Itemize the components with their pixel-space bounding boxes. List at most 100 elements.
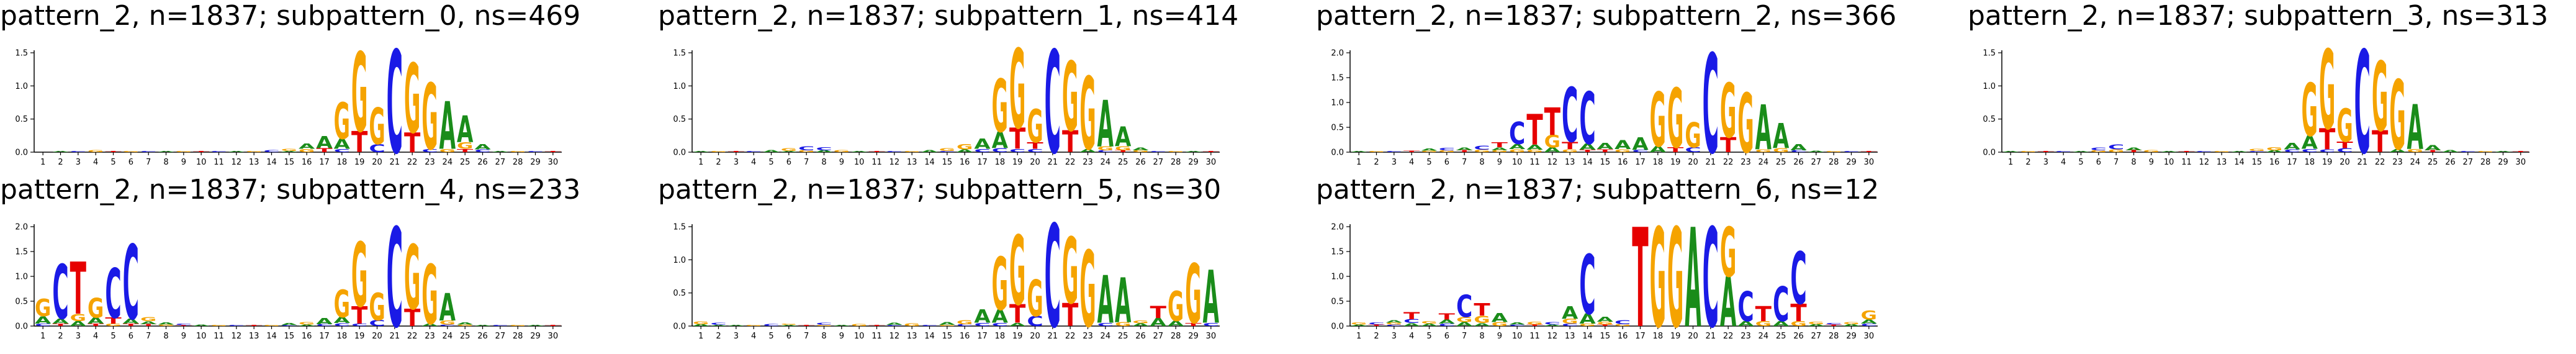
logo-letter-A: A [2302,132,2318,153]
logo-letter-C: C [1386,151,1402,153]
x-tick-label: 15 [2252,158,2263,167]
y-tick-label: 0.5 [1331,297,1344,307]
logo-letter-G: G [404,44,420,155]
logo-letter-T: T [140,324,156,327]
x-tick-label: 14 [1582,332,1593,341]
logo-letter-G: G [904,323,920,327]
x-tick-label: 11 [871,158,882,167]
logo-letter-A: A [158,322,174,325]
x-tick-label: 13 [1565,332,1575,341]
x-tick-label: 27 [1153,332,1164,341]
logo-letter-G: G [2302,68,2318,153]
logo-letter-A: A [457,109,473,151]
x-tick-label: 10 [854,332,865,341]
x-tick-label: 20 [372,158,382,167]
y-tick-label: 0.5 [15,297,28,307]
x-tick-label: 8 [821,158,826,167]
logo-letter-A: A [2002,150,2019,152]
logo-letter-C: C [1579,238,1595,334]
logo-letter-T: T [1720,134,1736,157]
logo-letter-G: G [1861,308,1877,322]
x-tick-label: 17 [1635,332,1646,341]
x-tick-label: 30 [2516,158,2526,167]
logo-letter-G: G [510,150,526,152]
logo-letter-C: C [70,150,86,152]
x-tick-label: 26 [2445,158,2456,167]
logo-letter-A: A [123,317,139,325]
logo-letter-G: G [2266,146,2282,152]
x-tick-label: 9 [839,158,844,167]
y-tick-label: 1.5 [1331,74,1344,83]
x-tick-label: 5 [2078,158,2083,167]
logo-letter-A: A [781,324,797,326]
logo-letter-A: A [1579,311,1595,327]
x-tick-label: 23 [1741,158,1751,167]
y-tick-label: 1.5 [15,248,28,257]
x-tick-label: 16 [2269,158,2280,167]
logo-letter-A: A [2495,150,2511,152]
logo-letter-A: A [1132,147,1148,151]
x-tick-label: 5 [1426,332,1431,341]
logo-letter-A: A [2073,150,2089,152]
x-tick-label: 4 [751,158,756,167]
x-tick-label: 30 [1206,332,1217,341]
logo-letter-C: C [992,147,1008,153]
logo-letter-G: G [1421,320,1437,324]
logo-letter-G: G [334,283,350,326]
x-tick-label: 11 [214,158,224,167]
x-tick-label: 14 [266,332,277,341]
logo-letter-G: G [1492,321,1508,327]
x-tick-label: 30 [1864,332,1875,341]
logo-letter-A: A [974,306,990,327]
logo-letter-C: C [387,208,403,345]
logo-letter-T: T [728,150,744,152]
logo-letter-C: C [369,319,385,328]
logo-letter-G: G [2143,150,2159,153]
y-tick-label: 0.5 [673,115,686,124]
logo-letter-G: G [816,324,832,326]
logo-letter-G: G [710,150,726,152]
x-tick-label: 4 [2061,158,2066,167]
x-tick-label: 29 [2498,158,2508,167]
x-tick-label: 21 [1048,332,1058,341]
logo-letter-A: A [474,325,490,327]
x-tick-label: 11 [214,332,224,341]
x-tick-label: 22 [1065,332,1076,341]
logo-letter-C: C [2249,150,2265,152]
x-tick-label: 26 [1793,158,1804,167]
logo-letter-C: C [351,323,367,327]
x-tick-label: 16 [960,332,970,341]
logo-letter-G: G [439,148,456,153]
y-tick-label: 1.0 [673,82,686,91]
x-tick-label: 29 [1846,332,1857,341]
logo-letter-T: T [1027,140,1043,151]
logo-letter-A: A [1526,143,1542,152]
logo-letter-A: A [781,150,797,152]
logo-letter-C: C [816,322,832,325]
x-tick-label: 17 [977,332,988,341]
logo-letter-C: C [1562,73,1578,160]
logo-letter-A: A [334,315,350,325]
y-tick-label: 1.5 [1983,49,1996,58]
x-tick-label: 10 [1512,332,1523,341]
logo-letter-A: A [1544,146,1560,154]
logo-letter-G: G [1790,320,1806,328]
logo-letter-C: C [334,148,350,153]
y-tick-label: 0.5 [1983,115,1996,124]
logo-letter-G: G [299,148,315,153]
logo-letter-T: T [1526,324,1542,327]
logo-letter-A: A [1403,322,1420,327]
logo-letter-A: A [693,324,709,327]
logo-letter-G: G [510,325,526,327]
x-tick-label: 4 [751,332,756,341]
logo-panel: pattern_2, n=1837; subpattern_4, ns=233 0… [0,174,621,345]
x-tick-label: 9 [839,332,844,341]
logo-letter-C: C [974,148,990,153]
x-tick-label: 4 [93,158,98,167]
logo-letter-C: C [1368,322,1384,325]
y-tick-label: 0.5 [1331,124,1344,133]
x-tick-label: 19 [1012,332,1023,341]
x-tick-label: 26 [1135,332,1146,341]
logo-letter-T: T [2372,124,2388,159]
chart-title: pattern_2, n=1837; subpattern_4, ns=233 [0,174,581,206]
